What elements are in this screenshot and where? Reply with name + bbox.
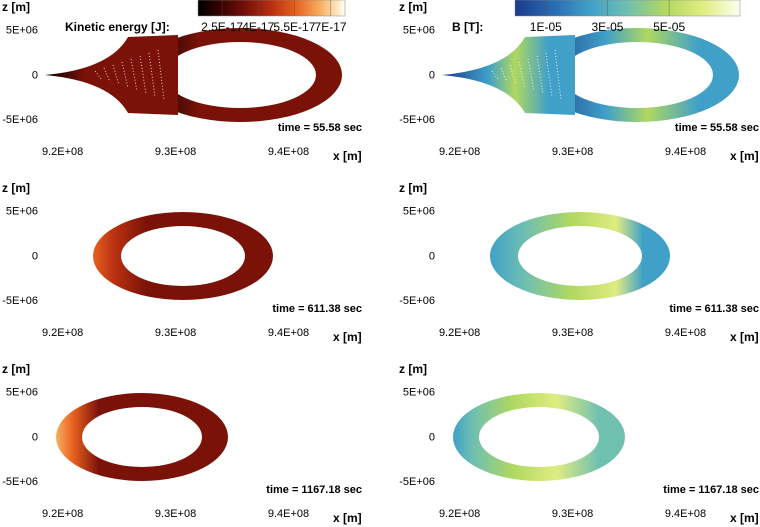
field-tail (45, 35, 178, 115)
colorbar (514, 0, 741, 17)
field-streak (500, 67, 508, 83)
y-axis-label: z [m] (2, 362, 30, 376)
x-tick-label: 9.3E+08 (552, 508, 593, 520)
y-tick-label: -5E+06 (2, 114, 38, 126)
x-tick-label: 9.3E+08 (552, 146, 593, 158)
field-streak (112, 64, 120, 86)
y-tick-label: 0 (32, 431, 38, 443)
y-tick-label: 0 (429, 250, 435, 262)
x-tick-label: 9.4E+08 (268, 508, 309, 520)
field-streak (103, 67, 111, 83)
x-tick-label: 9.3E+08 (155, 146, 196, 158)
field-ring (56, 393, 228, 481)
x-tick-label: 9.4E+08 (268, 327, 309, 339)
y-tick-label: 5E+06 (6, 25, 38, 37)
y-tick-label: -5E+06 (399, 295, 435, 307)
field-ring (453, 393, 625, 481)
time-annotation: time = 55.58 sec (675, 122, 759, 134)
y-tick-label: 5E+06 (403, 206, 435, 218)
x-tick-label: 9.2E+08 (42, 146, 83, 158)
panel: 9.2E+08 9.3E+08 9.4E+08 5E+06 0 -5E+06 z [m] x … (399, 362, 759, 525)
field-tail (442, 35, 575, 115)
y-tick-label: 0 (32, 69, 38, 81)
time-annotation: time = 1167.18 sec (663, 484, 759, 496)
field-ring (93, 212, 273, 300)
y-tick-label: 0 (429, 431, 435, 443)
field-streak (130, 58, 138, 92)
x-tick-label: 9.3E+08 (155, 508, 196, 520)
field-streak (527, 58, 535, 92)
x-tick-label: 9.4E+08 (665, 146, 706, 158)
field-ring (490, 212, 670, 300)
colorbar-tick-label: 5E-05 (653, 20, 685, 34)
y-tick-label: -5E+06 (2, 295, 38, 307)
time-annotation: time = 611.38 sec (669, 303, 759, 315)
colorbar-tick-label: 5.5E-17 (273, 20, 315, 34)
x-tick-label: 9.2E+08 (42, 508, 83, 520)
x-tick-label: 9.4E+08 (268, 146, 309, 158)
colorbar (197, 0, 346, 17)
time-annotation: time = 611.38 sec (272, 303, 362, 315)
x-tick-label: 9.3E+08 (552, 327, 593, 339)
field-streak (139, 55, 147, 95)
colorbar-tick-label: 2.5E-17 (201, 20, 243, 34)
field-streak (536, 55, 544, 95)
x-tick-label: 9.2E+08 (439, 508, 480, 520)
x-axis-label: x [m] (333, 511, 362, 525)
panel: 9.2E+08 9.3E+08 9.4E+08 5E+06 0 -5E+06 z [m] x … (399, 0, 759, 163)
colorbar-tick-label: 1E-05 (530, 20, 562, 34)
y-axis-label: z [m] (399, 362, 427, 376)
y-tick-label: 5E+06 (403, 25, 435, 37)
time-annotation: time = 55.58 sec (278, 122, 362, 134)
x-axis-label: x [m] (333, 149, 362, 163)
y-tick-label: -5E+06 (399, 114, 435, 126)
field-streak (509, 64, 517, 86)
colorbar-tick-label: 3E-05 (591, 20, 623, 34)
panel: 9.2E+08 9.3E+08 9.4E+08 5E+06 0 -5E+06 z [m] x … (2, 0, 362, 163)
panel: 9.2E+08 9.3E+08 9.4E+08 5E+06 0 -5E+06 z [m] x … (2, 181, 362, 344)
y-tick-label: 0 (32, 250, 38, 262)
y-axis-label: z [m] (399, 0, 427, 14)
y-tick-label: 0 (429, 69, 435, 81)
colorbar-label: B [T]: (452, 20, 483, 34)
y-axis-label: z [m] (399, 181, 427, 195)
x-axis-label: x [m] (730, 330, 759, 344)
y-axis-label: z [m] (2, 181, 30, 195)
x-axis-label: x [m] (730, 149, 759, 163)
y-tick-label: -5E+06 (2, 476, 38, 488)
colorbar-label: Kinetic energy [J]: (65, 20, 170, 34)
time-annotation: time = 1167.18 sec (266, 484, 362, 496)
colorbar-tick-label: 7E-17 (315, 20, 347, 34)
x-tick-label: 9.2E+08 (439, 146, 480, 158)
y-tick-label: 5E+06 (6, 387, 38, 399)
x-axis-label: x [m] (333, 330, 362, 344)
y-tick-label: 5E+06 (403, 387, 435, 399)
y-tick-label: 5E+06 (6, 206, 38, 218)
x-axis-label: x [m] (730, 511, 759, 525)
x-tick-label: 9.4E+08 (665, 327, 706, 339)
colorbar-tick-label: 4E-17 (242, 20, 274, 34)
x-tick-label: 9.4E+08 (665, 508, 706, 520)
x-tick-label: 9.2E+08 (439, 327, 480, 339)
panel: 9.2E+08 9.3E+08 9.4E+08 5E+06 0 -5E+06 z [m] x … (399, 181, 759, 344)
y-axis-label: z [m] (2, 0, 30, 14)
x-tick-label: 9.3E+08 (155, 327, 196, 339)
x-tick-label: 9.2E+08 (42, 327, 83, 339)
panel: 9.2E+08 9.3E+08 9.4E+08 5E+06 0 -5E+06 z [m] x … (2, 362, 362, 525)
y-tick-label: -5E+06 (399, 476, 435, 488)
